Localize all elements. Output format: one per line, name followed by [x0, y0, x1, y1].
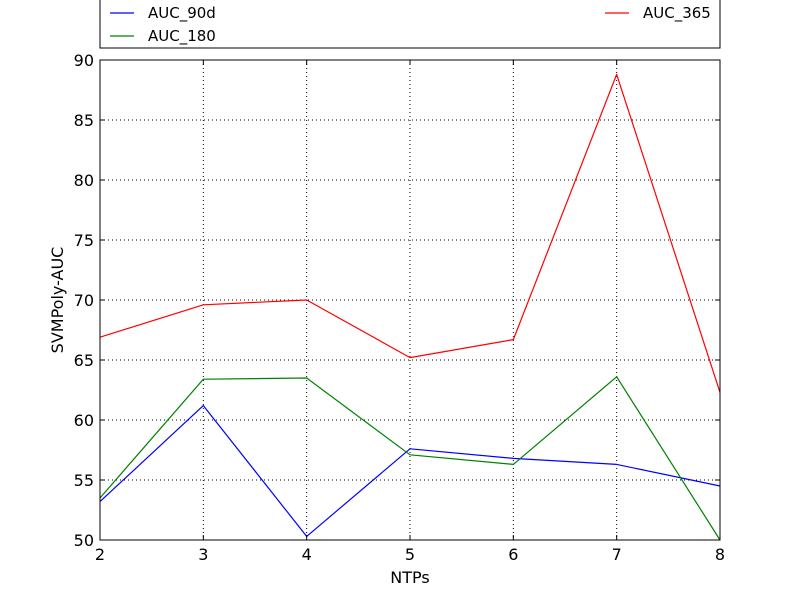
series-line-auc-90d: [99, 405, 721, 538]
x-tick-label: 8: [715, 545, 725, 564]
y-axis-label: SVMPoly-AUC: [48, 247, 67, 354]
y-tick-label: 55: [74, 471, 94, 490]
y-tick-label: 75: [74, 231, 94, 250]
y-tick-label: 65: [74, 351, 94, 370]
series-lines: [99, 73, 721, 541]
x-tick-label: 2: [95, 545, 105, 564]
y-tick-label: 70: [74, 291, 94, 310]
x-tick-label: 7: [612, 545, 622, 564]
y-tick-label: 90: [74, 51, 94, 70]
tick-labels: 2 3 4 5 6 7 8 50 55 60 65 70 75 80 85 90: [74, 51, 725, 564]
y-tick-label: 85: [74, 111, 94, 130]
x-axis-label: NTPs: [390, 568, 429, 587]
x-tick-label: 3: [198, 545, 208, 564]
series-line-auc-180: [99, 376, 721, 541]
legend-label: AUC_180: [148, 27, 216, 46]
x-tick-label: 5: [405, 545, 415, 564]
series-line-auc-365: [99, 73, 721, 393]
legend: AUC_90d AUC_180 AUC_365: [110, 4, 711, 46]
legend-label: AUC_365: [643, 4, 711, 23]
legend-label: AUC_90d: [148, 4, 216, 23]
legend-box: [99, 0, 721, 49]
y-tick-label: 60: [74, 411, 94, 430]
y-tick-label: 80: [74, 171, 94, 190]
x-tick-label: 4: [302, 545, 312, 564]
x-tick-label: 6: [508, 545, 518, 564]
y-tick-label: 50: [74, 531, 94, 550]
ticks: [99, 59, 721, 541]
